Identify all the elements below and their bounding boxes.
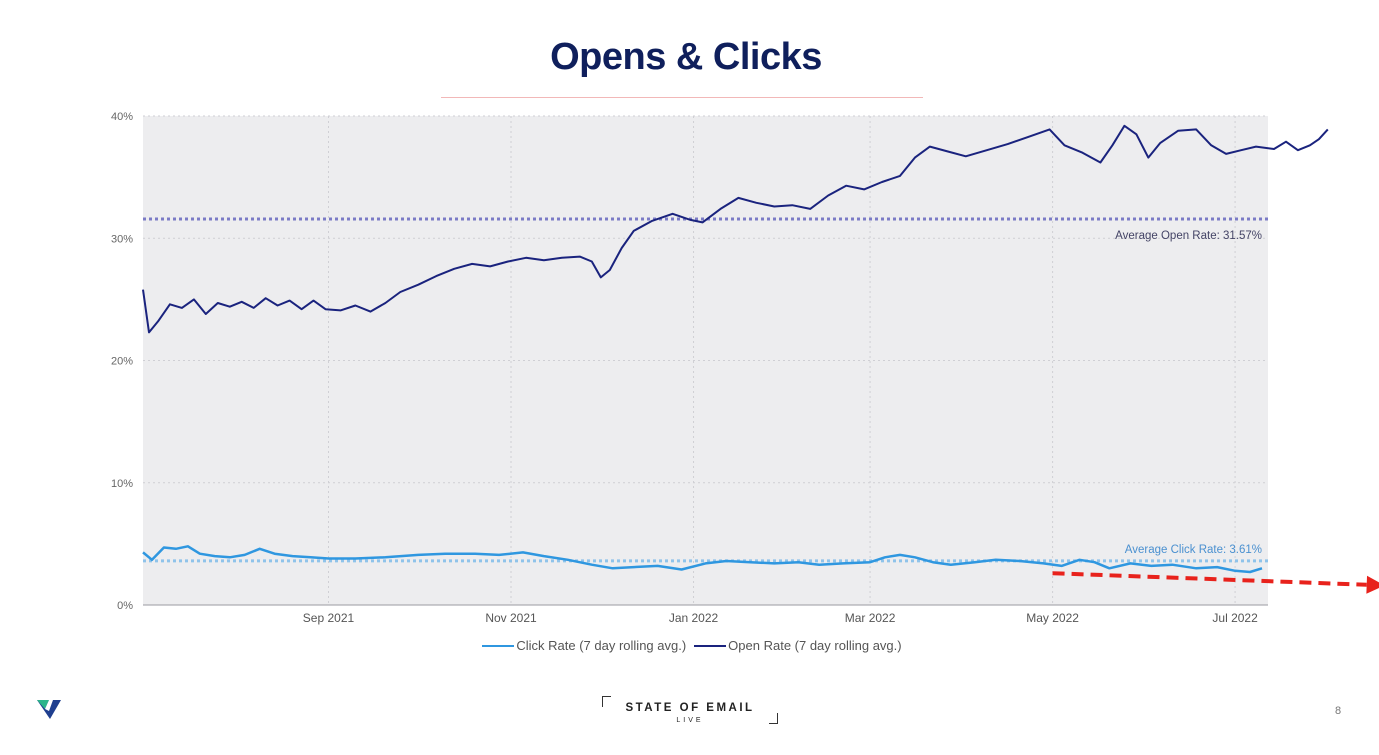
brand-name: STATE OF EMAIL xyxy=(625,702,755,714)
y-tick-label: 0% xyxy=(117,600,133,612)
legend-swatch-open-rate xyxy=(694,644,727,647)
legend-swatch-click-rate xyxy=(482,644,515,647)
line-chart: 0% 10% 20% 30% 40% Sep 2021 Nov 2021 Jan 2022 Ma… xyxy=(111,111,1379,625)
legend-item-click-rate[interactable]: Click Rate (7 day rolling avg.) xyxy=(482,638,686,653)
brand-subtitle: LIVE xyxy=(676,717,704,724)
x-tick-label: Jan 2022 xyxy=(669,611,719,625)
trend-arrow-head xyxy=(1366,575,1379,594)
average-open-rate-label: Average Open Rate: 31.57% xyxy=(1115,230,1262,242)
brand-mark: STATE OF EMAIL LIVE xyxy=(602,696,778,726)
y-tick-label: 30% xyxy=(111,233,133,245)
page-title: Opens & Clicks xyxy=(550,36,822,78)
y-tick-label: 20% xyxy=(111,356,133,368)
x-tick-label: Sep 2021 xyxy=(303,611,355,625)
click-rate-line xyxy=(142,545,1263,574)
validity-v-logo-icon xyxy=(37,700,61,719)
legend-label-click-rate: Click Rate (7 day rolling avg.) xyxy=(516,638,687,653)
plot-area xyxy=(143,116,1268,605)
title-divider xyxy=(441,97,923,98)
y-tick-label: 10% xyxy=(111,478,133,490)
x-tick-label: Mar 2022 xyxy=(845,611,896,625)
brand-frame-right xyxy=(769,713,778,724)
x-tick-label: Nov 2021 xyxy=(485,611,537,625)
x-tick-label: May 2022 xyxy=(1026,611,1079,625)
brand-frame-left xyxy=(602,696,611,707)
chart-legend: Click Rate (7 day rolling avg.) Open Rat… xyxy=(0,638,1379,653)
legend-label-open-rate: Open Rate (7 day rolling avg.) xyxy=(728,638,902,653)
legend-item-open-rate[interactable]: Open Rate (7 day rolling avg.) xyxy=(694,638,902,653)
average-click-rate-label: Average Click Rate: 3.61% xyxy=(1125,544,1262,556)
y-tick-label: 40% xyxy=(111,111,133,123)
trend-arrow-shaft xyxy=(1052,571,1367,587)
x-tick-label: Jul 2022 xyxy=(1212,611,1258,625)
page-number: 8 xyxy=(1335,705,1342,717)
open-rate-line xyxy=(142,124,1329,334)
